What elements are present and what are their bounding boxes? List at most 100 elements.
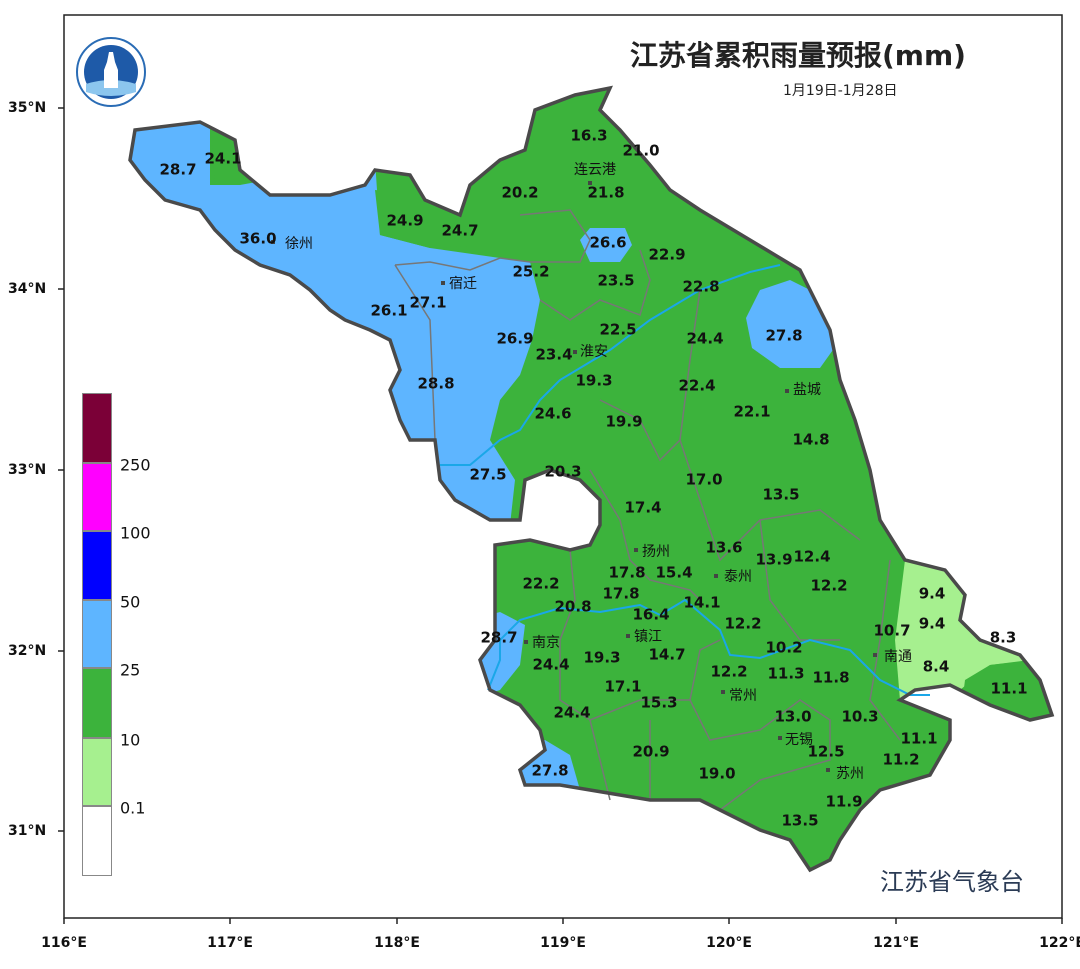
rainfall-value: 12.5 [807, 742, 845, 761]
rainfall-value: 21.8 [587, 183, 625, 202]
rainfall-value: 12.2 [724, 614, 762, 633]
city-label: 南通 [884, 649, 912, 665]
legend-swatch [82, 463, 112, 531]
rainfall-value: 20.8 [554, 597, 592, 616]
rainfall-value: 16.4 [632, 605, 670, 624]
rainfall-value: 14.1 [683, 593, 721, 612]
rainfall-value: 10.7 [873, 621, 911, 640]
rainfall-value: 19.0 [698, 764, 736, 783]
rainfall-value: 10.2 [765, 638, 803, 657]
city-marker [588, 181, 592, 185]
lon-tick-label: 119°E [540, 935, 586, 951]
rainfall-value: 15.3 [640, 693, 678, 712]
legend-label: 0.1 [120, 798, 146, 818]
rainfall-value: 24.4 [532, 655, 570, 674]
rainfall-value: 22.4 [678, 376, 716, 395]
rainfall-value: 17.8 [608, 563, 646, 582]
admin-boundary [679, 439, 861, 562]
rain-zone-25-50-lianyungang [580, 228, 632, 262]
rainfall-value: 12.2 [710, 662, 748, 681]
rainfall-value: 12.4 [793, 547, 831, 566]
rainfall-value: 17.4 [624, 498, 662, 517]
legend-label: 250 [120, 455, 151, 475]
huai-river [440, 264, 781, 466]
city-marker [785, 389, 789, 393]
date-range: 1月19日-1月28日 [783, 83, 898, 99]
rainfall-value: 9.4 [918, 584, 946, 603]
rainfall-value: 27.8 [531, 761, 569, 780]
city-marker [873, 653, 877, 657]
city-marker [441, 281, 445, 285]
city-label: 泰州 [724, 569, 752, 585]
city-label: 苏州 [836, 766, 864, 782]
lat-tick-label: 33°N [8, 462, 47, 478]
rainfall-value: 22.1 [733, 402, 771, 421]
admin-boundary [559, 549, 611, 801]
city-label: 盐城 [793, 382, 821, 398]
city-marker [714, 574, 718, 578]
city-marker [524, 640, 528, 644]
city-marker [626, 634, 630, 638]
admin-boundary [539, 249, 651, 321]
admin-boundary [869, 559, 901, 741]
city-label: 常州 [729, 688, 757, 704]
city-marker [634, 548, 638, 552]
legend-label: 100 [120, 523, 151, 543]
lon-tick-label: 116°E [41, 935, 87, 951]
rainfall-value: 12.2 [810, 576, 848, 595]
rain-zone-0-10-nantong [895, 560, 1030, 700]
admin-boundary [759, 519, 840, 641]
rainfall-value: 24.4 [553, 703, 591, 722]
legend-swatch [82, 393, 112, 463]
city-label: 连云港 [574, 162, 616, 178]
admin-boundary [394, 209, 591, 271]
rainfall-value: 20.9 [632, 742, 670, 761]
rainfall-value: 28.7 [480, 628, 518, 647]
legend-swatch [82, 668, 112, 738]
lat-tick-label: 31°N [8, 823, 47, 839]
rainfall-value: 9.4 [918, 614, 946, 633]
lat-tick-label: 32°N [8, 643, 47, 659]
rainfall-value: 19.3 [575, 371, 613, 390]
rainfall-value: 24.9 [386, 211, 424, 230]
rainfall-value: 36.0 [239, 229, 277, 248]
legend-swatch [82, 806, 112, 876]
rainfall-value: 10.3 [841, 707, 879, 726]
admin-boundary [394, 264, 436, 441]
admin-boundary [599, 289, 701, 462]
map-title: 江苏省累积雨量预报(mm) [630, 39, 966, 72]
legend-swatch [82, 600, 112, 668]
rainfall-value: 19.9 [605, 412, 643, 431]
rainfall-value: 11.8 [812, 668, 850, 687]
city-marker [826, 768, 830, 772]
province-outline [128, 85, 1055, 873]
city-label: 徐州 [285, 236, 313, 252]
rainfall-value: 14.7 [648, 645, 686, 664]
rainfall-value: 24.1 [204, 149, 242, 168]
rainfall-value: 11.2 [882, 750, 920, 769]
rainfall-value: 23.4 [535, 345, 573, 364]
rainfall-value: 13.5 [762, 485, 800, 504]
logo-icon [76, 37, 146, 107]
city-label: 无锡 [785, 732, 813, 748]
city-marker [721, 690, 725, 694]
city-label: 淮安 [580, 344, 608, 360]
admin-boundary [589, 469, 701, 601]
lon-tick-label: 120°E [706, 935, 752, 951]
rainfall-value: 28.8 [417, 374, 455, 393]
legend-label: 10 [120, 730, 141, 750]
rainfall-value: 19.3 [583, 648, 621, 667]
rainfall-value: 22.8 [682, 277, 720, 296]
rainfall-value: 11.1 [990, 679, 1028, 698]
city-marker [573, 350, 577, 354]
lon-tick-label: 121°E [873, 935, 919, 951]
legend-swatch [82, 738, 112, 806]
rainfall-value: 13.0 [774, 707, 812, 726]
rainfall-value: 14.8 [792, 430, 830, 449]
rainfall-value: 26.9 [496, 329, 534, 348]
rainfall-value: 24.4 [686, 329, 724, 348]
lon-tick-label: 118°E [374, 935, 420, 951]
rainfall-value: 13.9 [755, 550, 793, 569]
rainfall-value: 24.6 [534, 404, 572, 423]
credit-text: 江苏省气象台 [880, 868, 1024, 896]
